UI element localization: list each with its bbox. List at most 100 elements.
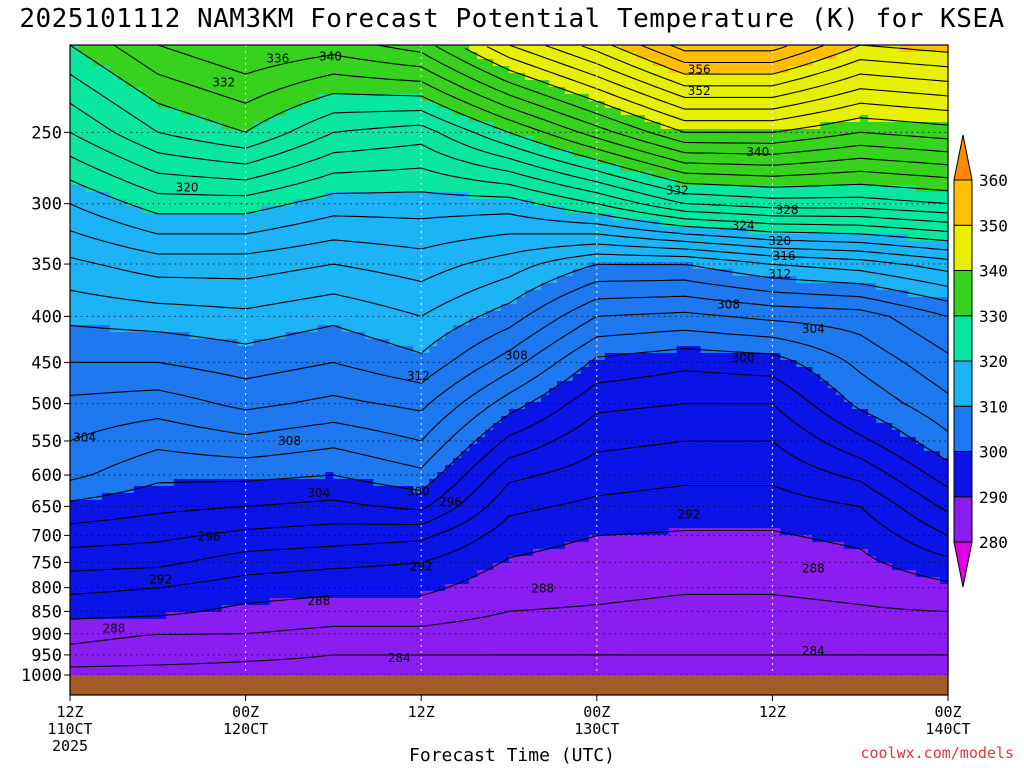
field-cell — [349, 136, 358, 144]
field-cell — [381, 262, 390, 270]
field-cell — [357, 346, 366, 354]
field-cell — [740, 283, 750, 291]
field-cell — [764, 297, 773, 305]
field-cell — [908, 227, 917, 235]
field-cell — [900, 311, 909, 319]
field-cell — [365, 129, 374, 137]
field-cell — [277, 248, 287, 256]
field-cell — [636, 290, 646, 298]
field-cell — [852, 311, 861, 319]
field-cell — [197, 87, 207, 95]
field-cell — [85, 325, 95, 333]
field-cell — [892, 290, 901, 298]
field-cell — [844, 318, 853, 326]
field-cell — [732, 185, 742, 193]
field-cell — [748, 52, 758, 60]
field-cell — [117, 45, 127, 53]
field-cell — [325, 206, 334, 214]
field-cell — [381, 94, 390, 102]
field-cell — [796, 269, 805, 277]
field-cell — [205, 220, 215, 228]
field-cell — [493, 164, 502, 172]
field-cell — [125, 311, 135, 319]
field-cell — [373, 199, 382, 207]
field-cell — [349, 220, 358, 228]
field-cell — [772, 94, 781, 102]
field-cell — [205, 171, 215, 179]
field-cell — [764, 318, 773, 326]
field-cell — [325, 353, 334, 361]
field-cell — [932, 171, 941, 179]
field-cell — [149, 157, 159, 165]
field-cell — [716, 115, 726, 123]
field-cell — [708, 339, 718, 347]
field-cell — [668, 143, 678, 151]
field-cell — [852, 185, 861, 193]
field-cell — [125, 213, 135, 221]
field-cell — [101, 290, 111, 298]
field-cell — [277, 192, 287, 200]
field-cell — [429, 171, 438, 179]
field-cell — [437, 157, 446, 165]
field-cell — [580, 318, 590, 326]
field-cell — [804, 332, 813, 340]
field-cell — [109, 94, 119, 102]
field-cell — [716, 220, 726, 228]
field-cell — [940, 150, 949, 158]
field-cell — [620, 220, 630, 228]
field-cell — [860, 45, 869, 53]
field-cell — [493, 87, 502, 95]
field-cell — [101, 220, 111, 228]
field-cell — [189, 206, 199, 214]
field-cell — [397, 332, 406, 340]
field-cell — [596, 66, 606, 74]
field-cell — [580, 80, 590, 88]
field-cell — [660, 178, 670, 186]
field-cell — [269, 171, 279, 179]
field-cell — [397, 241, 406, 249]
field-cell — [668, 304, 678, 312]
field-cell — [676, 122, 686, 130]
field-cell — [205, 115, 215, 123]
field-cell — [588, 87, 598, 95]
field-cell — [413, 73, 422, 81]
field-cell — [157, 143, 167, 151]
field-cell — [532, 157, 542, 165]
field-cell — [844, 66, 853, 74]
field-cell — [405, 185, 414, 193]
field-cell — [429, 80, 438, 88]
field-cell — [165, 360, 175, 368]
field-cell — [700, 136, 710, 144]
field-cell — [165, 276, 175, 284]
field-cell — [556, 241, 566, 249]
field-cell — [397, 206, 406, 214]
field-cell — [173, 311, 183, 319]
field-cell — [932, 136, 941, 144]
field-cell — [892, 101, 901, 109]
field-cell — [149, 115, 159, 123]
field-cell — [532, 87, 542, 95]
field-cell — [389, 185, 398, 193]
field-cell — [421, 150, 430, 158]
field-cell — [381, 283, 390, 291]
field-cell — [341, 220, 350, 228]
field-cell — [77, 171, 87, 179]
field-cell — [245, 122, 255, 130]
field-cell — [77, 143, 87, 151]
field-cell — [477, 332, 486, 340]
field-cell — [660, 66, 670, 74]
field-cell — [85, 255, 95, 263]
field-cell — [197, 122, 207, 130]
field-cell — [652, 115, 662, 123]
field-cell — [548, 332, 558, 340]
field-cell — [461, 332, 470, 340]
field-cell — [109, 276, 119, 284]
field-cell — [509, 248, 518, 256]
field-cell — [213, 213, 223, 221]
field-cell — [325, 178, 334, 186]
field-cell — [261, 73, 271, 81]
field-cell — [141, 241, 151, 249]
field-cell — [461, 318, 470, 326]
field-cell — [828, 122, 837, 130]
field-cell — [764, 108, 773, 116]
